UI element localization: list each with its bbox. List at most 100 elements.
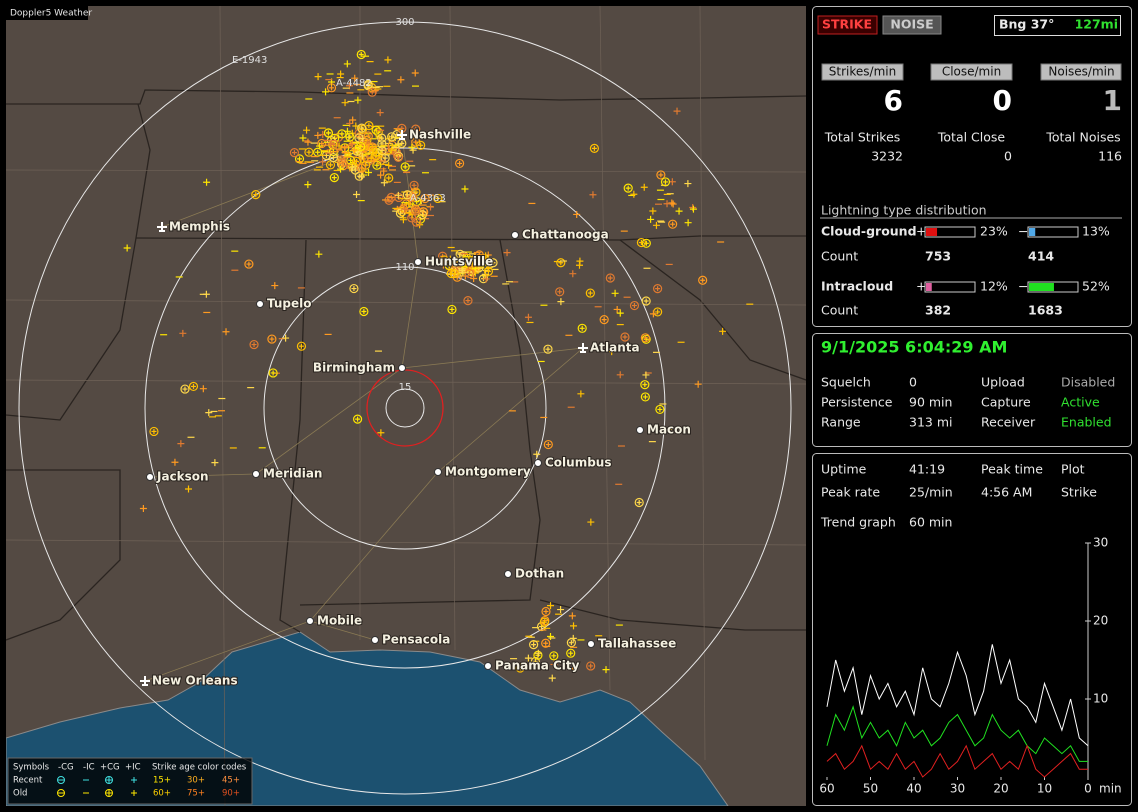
city-dot [256,300,264,308]
strike-marker [461,185,469,193]
strike-marker [339,131,345,137]
strike-marker [356,173,362,179]
strike-marker [616,309,624,317]
datetime: 9/1/2025 6:04:29 AM [821,338,1007,357]
strike-marker [625,185,631,191]
strike-marker [329,173,339,183]
distance: 127mi [1075,17,1118,32]
strike-marker [346,119,354,127]
strike-marker [543,609,549,615]
strike-marker [367,87,377,97]
strike-marker [356,49,366,60]
strike-marker [670,221,676,227]
strike-marker [653,284,663,294]
strike-marker [297,156,303,162]
strike-marker [345,149,353,157]
strike-marker [643,298,649,304]
city-dot [146,473,154,481]
strike-marker [545,346,551,352]
strike-marker [222,328,230,336]
strike-marker [304,147,314,157]
strike-marker [335,142,343,150]
strike-marker [613,305,621,313]
sign: − [1018,279,1028,294]
rate-label-box [821,63,904,81]
strike-marker [591,145,597,151]
strike-marker [397,210,403,216]
strike-marker [400,162,410,172]
strike-marker [649,310,657,318]
strike-marker [620,332,630,342]
strike-marker [515,663,525,673]
strike-marker [269,336,275,342]
stat: Peak rate [821,485,880,500]
strike-marker [394,191,402,199]
strike-marker [291,150,297,156]
stats-panel [812,453,1132,806]
city-label: Mobile [317,614,362,628]
legend-column: +IC [125,763,141,773]
strike-marker [669,200,677,208]
stat: Uptime [821,462,867,477]
strike-marker [569,634,577,642]
strike-marker [377,171,385,179]
count-value: 1683 [1028,303,1063,318]
strike-marker [636,237,647,248]
strike-marker [249,339,259,350]
strike-marker [171,458,179,466]
strike-marker [602,666,610,674]
x-tick-label: 10 [1037,782,1052,796]
city-label: Dothan [515,567,564,581]
strike-marker [605,273,615,283]
strike-marker [411,69,419,77]
rate-value: 0 [993,84,1012,117]
strike-marker [282,334,290,342]
strike-marker [455,158,465,169]
strike-marker [576,257,584,265]
percent-label: 12% [980,279,1008,294]
range-label: 110 [395,262,414,273]
strike-marker [642,371,650,379]
strike-marker [545,442,551,448]
strike-marker [328,162,334,168]
strike-marker [182,386,188,392]
strike-marker [466,271,472,277]
strike-marker [579,325,585,331]
city-dot [534,459,542,467]
strike-marker [531,642,537,648]
strike-marker [380,153,390,163]
strike-marker [668,199,676,207]
strike-marker [387,132,397,142]
strike-marker [634,497,644,508]
strike-marker [548,674,556,682]
strike-marker [270,370,276,376]
strike-marker [271,282,279,290]
strike-marker [343,60,351,68]
strike-marker [642,335,648,341]
setting: Disabled [1061,375,1115,390]
city-dot [434,468,442,476]
y-tick-label: 30 [1093,536,1108,550]
trend-line [826,744,1088,778]
range-rings [18,21,792,795]
strike-marker [337,165,345,173]
noise-button[interactable] [882,15,942,35]
strike-marker [376,109,384,117]
strike-marker [482,275,490,283]
strike-marker [389,134,395,140]
rate-label: Strikes/min [829,65,896,79]
strike-marker [541,606,551,617]
legend-symbol [106,777,137,783]
strike-marker [368,145,378,155]
strike-marker [407,192,417,202]
flight-label: A-4482 [336,78,372,89]
city-label: Atlanta [590,341,640,355]
strike-button[interactable] [817,15,878,35]
legend-age: 15+ [153,776,171,786]
strike-marker [464,268,474,279]
strike-marker [449,260,457,268]
x-tick-label: 0 [1084,782,1092,796]
strike-marker [319,140,325,146]
map: Nashville Memphis Chattanooga Huntsville Tup… [6,6,806,806]
strike-marker [203,178,211,186]
